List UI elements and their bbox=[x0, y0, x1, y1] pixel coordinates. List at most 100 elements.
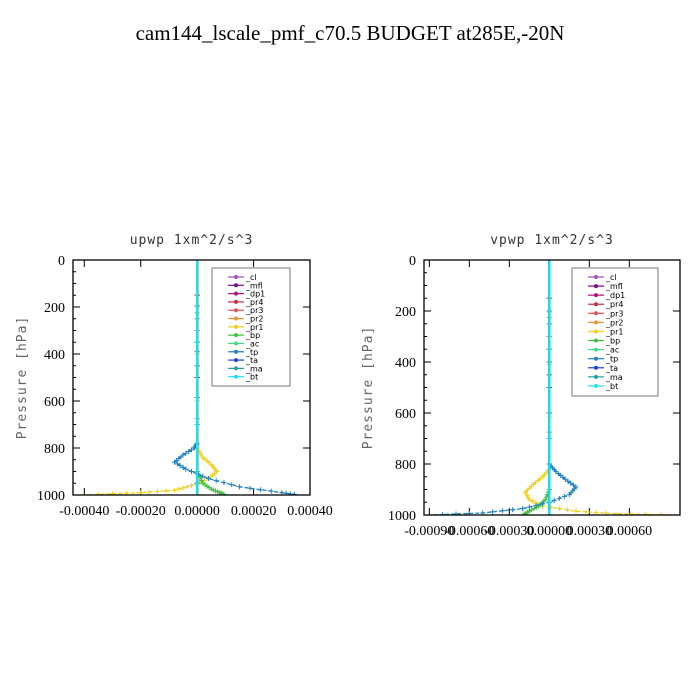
legend-label: _tp bbox=[245, 348, 258, 357]
series-marker bbox=[565, 507, 571, 513]
legend-entry: _ta bbox=[588, 364, 618, 373]
series-marker bbox=[510, 507, 516, 513]
legend-entry: _pr4 bbox=[228, 298, 263, 307]
series-marker bbox=[138, 490, 144, 495]
legend-marker bbox=[594, 329, 598, 334]
legend-label: _pr3 bbox=[605, 309, 623, 318]
x-tick-label: 0.00040 bbox=[287, 504, 333, 519]
series-marker bbox=[268, 488, 274, 494]
legend-marker bbox=[594, 275, 598, 279]
legend-marker bbox=[234, 358, 238, 363]
series-marker bbox=[189, 483, 194, 489]
legend-marker bbox=[234, 324, 238, 329]
y-axis-label: Pressure [hPa] bbox=[361, 326, 376, 450]
legend-entry: _bp bbox=[588, 337, 620, 346]
series-marker bbox=[573, 508, 579, 514]
legend-marker bbox=[234, 291, 238, 296]
legend-label: _bt bbox=[605, 382, 618, 391]
series-marker bbox=[194, 339, 200, 345]
series-marker bbox=[172, 459, 178, 465]
series-marker bbox=[184, 484, 190, 490]
series-marker bbox=[546, 260, 552, 263]
legend-marker bbox=[594, 365, 598, 370]
legend-marker bbox=[594, 293, 598, 298]
series-marker bbox=[533, 502, 539, 508]
legend-entry: _pr3 bbox=[588, 309, 623, 318]
series-marker bbox=[546, 346, 552, 352]
series-marker bbox=[540, 501, 546, 507]
legend: _cl_mfl_dp1_pr4_pr3_pr2_pr1_bp_ac_tp_ta_… bbox=[211, 267, 291, 387]
legend-label: _dp1 bbox=[605, 291, 625, 300]
series-marker bbox=[258, 487, 264, 493]
series-group bbox=[429, 260, 677, 515]
series-marker bbox=[566, 492, 572, 498]
series-marker bbox=[172, 487, 178, 493]
x-tick-label: -0.00060 bbox=[444, 524, 494, 539]
series-marker bbox=[551, 497, 557, 503]
legend-entry: _dp1 bbox=[588, 291, 625, 300]
legend-entry: _pr3 bbox=[228, 306, 263, 315]
legend-entry: _ta bbox=[228, 356, 258, 365]
series-marker bbox=[229, 482, 235, 488]
series-marker bbox=[236, 484, 242, 490]
y-tick-label: 400 bbox=[395, 356, 416, 371]
panel-title: vpwp 1xm^2/s^3 bbox=[490, 233, 614, 248]
series-marker bbox=[221, 480, 227, 486]
legend-label: _dp1 bbox=[245, 290, 265, 299]
legend-entry: _mfl bbox=[588, 282, 623, 291]
series-marker bbox=[570, 482, 576, 488]
series-marker bbox=[583, 509, 589, 515]
legend-label: _pr4 bbox=[245, 298, 263, 307]
legend-entry: _mfl bbox=[228, 281, 263, 290]
legend-entry: _ac bbox=[588, 346, 619, 355]
series-marker bbox=[521, 511, 527, 515]
legend-entry: _cl bbox=[588, 273, 617, 282]
y-tick-label: 800 bbox=[395, 458, 416, 473]
legend-label: _bp bbox=[605, 337, 620, 346]
series-marker bbox=[279, 490, 285, 495]
x-tick-label: 0.00000 bbox=[527, 524, 573, 539]
x-tick-label: 0.00030 bbox=[567, 524, 613, 539]
legend-entry: _pr4 bbox=[588, 300, 623, 309]
legend-label: _mfl bbox=[245, 281, 263, 290]
series-marker bbox=[530, 498, 536, 504]
figure-title: cam144_lscale_pmf_c70.5 BUDGET at285E,-2… bbox=[136, 21, 565, 45]
series-marker bbox=[546, 436, 552, 441]
y-tick-label: 600 bbox=[395, 407, 416, 422]
legend-marker bbox=[594, 374, 598, 379]
legend-entry: _pr2 bbox=[228, 315, 263, 324]
series-marker bbox=[556, 495, 562, 501]
series-marker bbox=[155, 488, 161, 494]
plot-frame bbox=[72, 259, 311, 496]
series-marker bbox=[520, 506, 526, 512]
series-marker bbox=[205, 476, 211, 482]
series-marker bbox=[110, 491, 115, 495]
legend-marker bbox=[594, 311, 598, 316]
chart-panels: upwp 1xm^2/s^3 Pressure [hPa] 0 200 400 600 80… bbox=[15, 233, 681, 539]
series-marker bbox=[562, 476, 568, 482]
panel-1: upwp 1xm^2/s^3 Pressure [hPa] 0 200 400 600 80… bbox=[15, 233, 333, 519]
legend-marker bbox=[594, 302, 598, 307]
legend-entry: _ac bbox=[228, 339, 259, 348]
legend-box bbox=[571, 267, 659, 397]
series-marker bbox=[194, 422, 200, 427]
legend-entry: _tp bbox=[588, 355, 618, 364]
y-tick-label: 400 bbox=[44, 348, 65, 363]
series-marker bbox=[543, 494, 549, 500]
legend-entry: _bp bbox=[228, 331, 260, 340]
x-tick-label: -0.00030 bbox=[484, 524, 534, 539]
series-marker bbox=[568, 480, 574, 486]
x-tick-label: -0.00090 bbox=[404, 524, 454, 539]
legend-marker bbox=[594, 347, 598, 352]
legend-entry: _dp1 bbox=[228, 290, 265, 299]
series-marker bbox=[189, 447, 194, 453]
legend-label: _ma bbox=[605, 373, 623, 382]
legend-label: _ta bbox=[605, 364, 618, 373]
legend-entry: _cl bbox=[228, 273, 257, 282]
series-marker bbox=[191, 445, 197, 451]
series-marker bbox=[561, 494, 567, 500]
x-tick-label: 0.00020 bbox=[231, 504, 277, 519]
legend-label: _pr2 bbox=[605, 318, 623, 327]
series-marker bbox=[247, 485, 253, 491]
series-marker bbox=[565, 478, 571, 484]
